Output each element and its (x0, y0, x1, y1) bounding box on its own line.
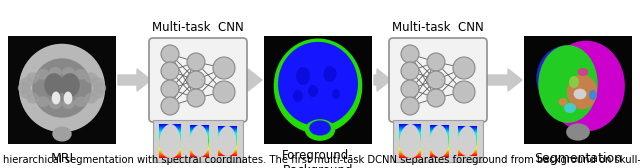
Ellipse shape (52, 127, 72, 142)
Ellipse shape (36, 96, 49, 107)
Circle shape (187, 71, 205, 89)
FancyBboxPatch shape (149, 38, 247, 122)
Ellipse shape (62, 98, 75, 109)
Ellipse shape (278, 42, 358, 126)
FancyArrow shape (485, 69, 522, 91)
Polygon shape (400, 125, 420, 157)
Ellipse shape (62, 67, 75, 78)
Ellipse shape (74, 96, 88, 107)
Ellipse shape (577, 68, 589, 76)
Ellipse shape (569, 76, 579, 88)
Ellipse shape (20, 88, 33, 99)
Ellipse shape (91, 77, 104, 88)
Polygon shape (160, 125, 180, 157)
Circle shape (161, 45, 179, 63)
FancyArrow shape (374, 69, 391, 91)
Circle shape (401, 45, 419, 63)
Circle shape (161, 62, 179, 80)
Ellipse shape (296, 67, 310, 85)
Ellipse shape (91, 88, 104, 99)
Polygon shape (458, 127, 476, 155)
Polygon shape (190, 126, 208, 156)
Ellipse shape (332, 89, 340, 99)
Text: MRI: MRI (51, 152, 74, 165)
Ellipse shape (274, 38, 362, 134)
Ellipse shape (27, 72, 40, 83)
Circle shape (401, 62, 419, 80)
Ellipse shape (559, 98, 568, 106)
Text: hierarchical segmentation with spectral coordinates. The first multi-task DCNN s: hierarchical segmentation with spectral … (3, 155, 640, 165)
Bar (264, 36, 372, 144)
Ellipse shape (44, 73, 64, 97)
FancyArrow shape (245, 69, 262, 91)
Ellipse shape (93, 83, 106, 93)
Circle shape (427, 53, 445, 71)
Ellipse shape (536, 46, 596, 110)
Bar (524, 36, 632, 144)
Ellipse shape (49, 67, 62, 78)
Bar (153, 120, 243, 162)
Ellipse shape (18, 83, 31, 93)
Circle shape (213, 81, 235, 103)
Text: Multi-task  CNN: Multi-task CNN (392, 21, 484, 34)
Circle shape (213, 57, 235, 79)
Text: Multi-task  CNN: Multi-task CNN (152, 21, 244, 34)
Circle shape (427, 89, 445, 107)
Polygon shape (430, 126, 448, 156)
Ellipse shape (305, 119, 335, 141)
Circle shape (427, 71, 445, 89)
Ellipse shape (84, 93, 97, 104)
Ellipse shape (27, 93, 40, 104)
Bar (8, 36, 116, 144)
Ellipse shape (52, 92, 60, 104)
Ellipse shape (19, 44, 105, 132)
Text: Foreground-
Background: Foreground- Background (282, 149, 354, 168)
Circle shape (161, 80, 179, 98)
Ellipse shape (538, 45, 598, 123)
Ellipse shape (36, 69, 49, 80)
Ellipse shape (293, 90, 303, 102)
Circle shape (453, 57, 475, 79)
Ellipse shape (589, 90, 597, 100)
Bar (8, 36, 116, 144)
FancyArrow shape (118, 69, 151, 91)
Ellipse shape (566, 123, 590, 141)
Circle shape (401, 97, 419, 115)
Circle shape (187, 53, 205, 71)
Ellipse shape (20, 77, 33, 88)
FancyBboxPatch shape (389, 38, 487, 122)
Ellipse shape (64, 92, 72, 104)
Ellipse shape (308, 85, 318, 97)
Ellipse shape (547, 41, 625, 131)
Circle shape (161, 97, 179, 115)
Ellipse shape (49, 98, 62, 109)
Ellipse shape (567, 75, 597, 109)
Bar (393, 120, 483, 162)
Ellipse shape (84, 72, 97, 83)
Polygon shape (218, 127, 236, 155)
Ellipse shape (323, 66, 337, 82)
Ellipse shape (573, 89, 586, 99)
Circle shape (401, 80, 419, 98)
Text: Segmentation: Segmentation (534, 152, 622, 165)
Ellipse shape (309, 120, 331, 136)
Circle shape (453, 81, 475, 103)
Circle shape (187, 89, 205, 107)
Ellipse shape (564, 103, 576, 113)
Ellipse shape (74, 69, 88, 80)
Ellipse shape (60, 73, 80, 97)
Ellipse shape (32, 58, 92, 118)
